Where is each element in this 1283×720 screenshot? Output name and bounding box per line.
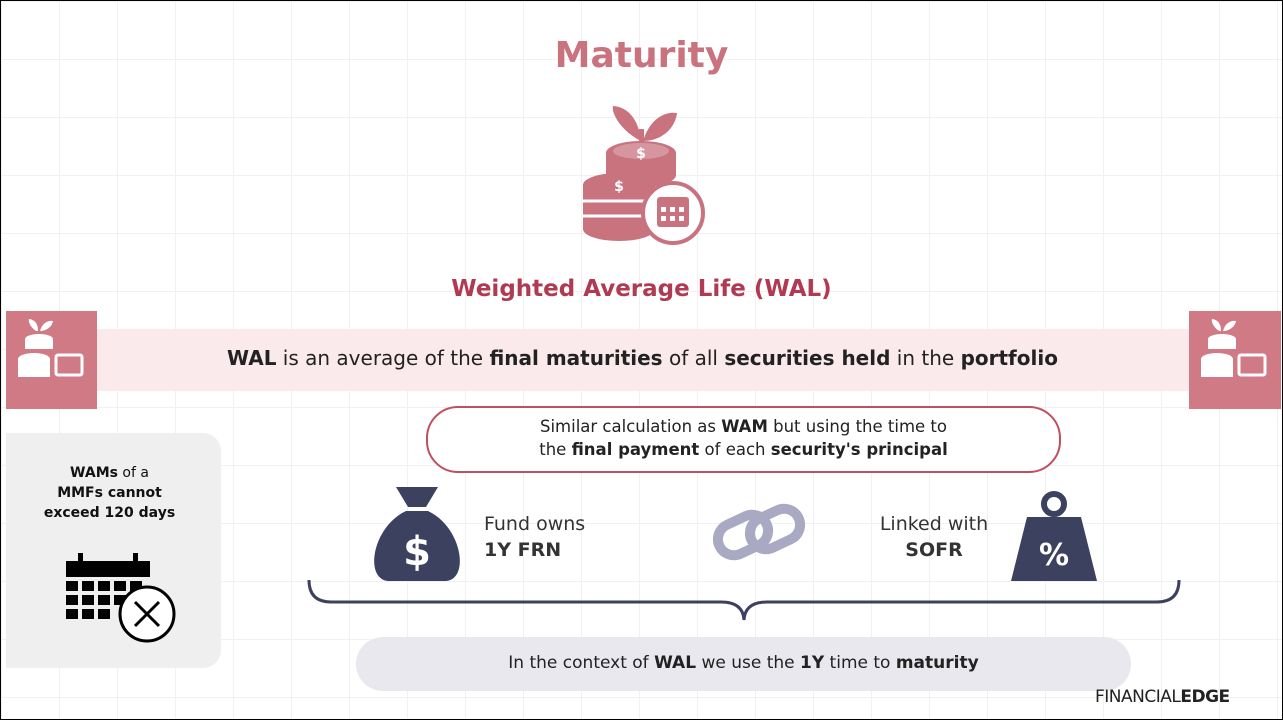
bold-text: securities held xyxy=(724,346,891,370)
bag-symbol: $ xyxy=(403,529,431,575)
text: In the context of xyxy=(508,653,655,673)
side-note-line: MMFs cannot xyxy=(6,483,213,503)
maturity-icon: $ $ xyxy=(583,106,705,245)
bold-text: WAM xyxy=(721,417,768,436)
side-note-box xyxy=(6,433,221,668)
bold-text: WAL xyxy=(654,653,697,673)
logo-bold: EDGE xyxy=(1180,687,1230,707)
bold-text: exceed 120 days xyxy=(43,505,176,521)
text: the xyxy=(539,440,572,459)
text: of all xyxy=(662,346,725,370)
side-note: WAMs of a MMFs cannot exceed 120 days xyxy=(6,463,213,523)
logo: FINANCIALEDGE xyxy=(1095,687,1230,707)
bold-text: final payment xyxy=(571,440,700,459)
coin-symbol: $ xyxy=(636,146,646,162)
side-icon-left xyxy=(6,311,97,409)
bold-text: WAL xyxy=(227,346,277,370)
bold-text: 1Y xyxy=(800,653,825,673)
link: Linked with SOFR xyxy=(854,511,1014,563)
note: Similar calculation as WAM but using the… xyxy=(426,415,1061,461)
title: Maturity xyxy=(554,35,729,76)
note-box xyxy=(426,406,1061,473)
logo-light: FINANCIAL xyxy=(1095,687,1181,707)
note-line: the final payment of each security's pri… xyxy=(426,438,1061,461)
definition: WAL is an average of the final maturitie… xyxy=(96,346,1189,370)
bold-text: MMFs cannot xyxy=(57,485,162,501)
bold-text: WAMs xyxy=(70,465,118,481)
money-bag-icon: $ xyxy=(374,487,460,581)
text: of each xyxy=(699,440,771,459)
text: but using the time to xyxy=(767,417,947,436)
side-icon-right xyxy=(1189,311,1281,409)
bold-text: maturity xyxy=(895,653,979,673)
fund: Fund owns 1Y FRN xyxy=(484,511,585,563)
fund-label: Fund owns xyxy=(484,513,586,535)
text: in the xyxy=(890,346,961,370)
side-note-line: exceed 120 days xyxy=(6,503,213,523)
weight-icon: % xyxy=(1011,491,1097,581)
text: of a xyxy=(117,465,149,481)
text: Similar calculation as xyxy=(539,417,722,436)
definition-band xyxy=(96,329,1189,391)
weight-symbol: % xyxy=(1039,538,1069,573)
text: we use the xyxy=(696,653,801,673)
fund-value: 1Y FRN xyxy=(484,539,562,561)
brace xyxy=(307,579,1181,621)
bold-text: security's principal xyxy=(770,440,948,459)
calendar-icon xyxy=(66,553,176,643)
subtitle: Weighted Average Life (WAL) xyxy=(451,276,832,302)
link-label: Linked with xyxy=(879,513,989,535)
conclusion: In the context of WAL we use the 1Y time… xyxy=(356,653,1131,673)
link-value: SOFR xyxy=(905,539,963,561)
bold-text: portfolio xyxy=(960,346,1058,370)
conclusion-box xyxy=(356,637,1131,691)
bold-text: final maturities xyxy=(489,346,663,370)
note-line: Similar calculation as WAM but using the… xyxy=(426,415,1061,438)
text: is an average of the xyxy=(276,346,490,370)
coin-symbol: $ xyxy=(614,179,624,195)
side-note-line: WAMs of a xyxy=(6,463,213,483)
link-icon xyxy=(713,503,805,561)
text: time to xyxy=(824,653,896,673)
